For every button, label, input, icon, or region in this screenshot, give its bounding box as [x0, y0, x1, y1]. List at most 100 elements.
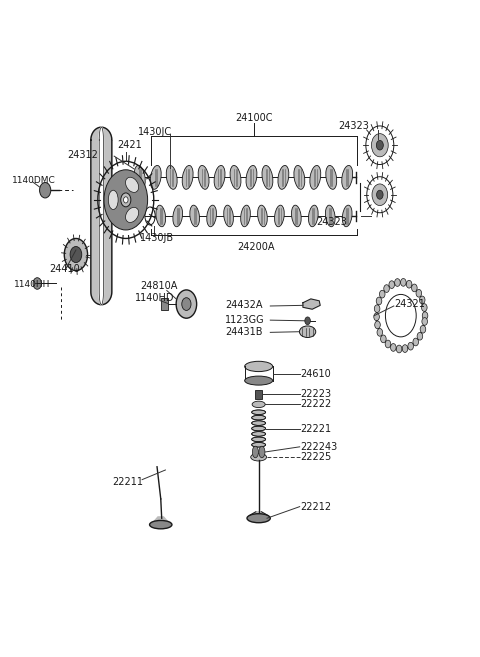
Ellipse shape [245, 376, 273, 385]
Text: 22223: 22223 [300, 389, 332, 399]
Text: 1140HD: 1140HD [135, 293, 175, 304]
Text: 1140DMC: 1140DMC [12, 176, 55, 185]
Circle shape [385, 340, 391, 348]
Text: 24200A: 24200A [238, 242, 275, 252]
Ellipse shape [150, 166, 161, 189]
Ellipse shape [294, 166, 305, 189]
Text: 222243: 222243 [300, 442, 338, 452]
Ellipse shape [262, 166, 273, 189]
Ellipse shape [258, 205, 267, 227]
Circle shape [376, 297, 382, 305]
Circle shape [376, 141, 384, 150]
Circle shape [402, 345, 408, 352]
Ellipse shape [246, 166, 257, 189]
Text: 24431B: 24431B [225, 327, 263, 337]
Circle shape [33, 278, 41, 289]
Ellipse shape [326, 166, 336, 189]
Circle shape [389, 281, 395, 288]
Ellipse shape [309, 205, 318, 227]
Circle shape [422, 312, 428, 319]
Ellipse shape [251, 453, 266, 461]
Text: 1123GG: 1123GG [225, 315, 264, 325]
Text: 22221: 22221 [300, 424, 332, 434]
Ellipse shape [252, 446, 258, 458]
Ellipse shape [240, 205, 251, 227]
Text: 24323: 24323 [316, 217, 347, 227]
Circle shape [417, 332, 423, 340]
Circle shape [70, 246, 82, 263]
Ellipse shape [275, 205, 284, 227]
Bar [255, 390, 263, 399]
Ellipse shape [310, 166, 321, 189]
Circle shape [381, 335, 386, 343]
Circle shape [384, 284, 389, 292]
Ellipse shape [182, 166, 193, 189]
Polygon shape [99, 127, 103, 305]
Circle shape [374, 305, 380, 313]
Circle shape [420, 325, 426, 333]
Polygon shape [252, 409, 265, 447]
Ellipse shape [126, 208, 139, 223]
Ellipse shape [252, 401, 265, 407]
Ellipse shape [108, 191, 118, 210]
Text: 24610: 24610 [300, 369, 331, 378]
Circle shape [377, 191, 383, 199]
Polygon shape [303, 299, 320, 309]
Ellipse shape [207, 205, 216, 227]
Ellipse shape [190, 205, 200, 227]
Ellipse shape [291, 205, 301, 227]
Ellipse shape [342, 205, 352, 227]
Bar [161, 298, 168, 311]
Circle shape [406, 281, 412, 288]
Circle shape [411, 284, 417, 292]
Ellipse shape [156, 205, 166, 227]
Ellipse shape [252, 415, 265, 420]
Ellipse shape [245, 361, 273, 372]
Circle shape [416, 289, 421, 297]
Ellipse shape [259, 446, 265, 458]
Circle shape [372, 133, 388, 157]
Text: 1430JB: 1430JB [140, 233, 174, 244]
Ellipse shape [126, 177, 139, 193]
Circle shape [400, 279, 406, 286]
Ellipse shape [166, 166, 177, 189]
Circle shape [372, 184, 388, 206]
Text: 24810A: 24810A [140, 281, 177, 291]
Text: 1430JC: 1430JC [138, 127, 172, 137]
Circle shape [39, 183, 51, 198]
Text: 22225: 22225 [300, 452, 332, 462]
Text: 22212: 22212 [300, 502, 332, 512]
Circle shape [408, 342, 413, 350]
Ellipse shape [300, 326, 316, 338]
Ellipse shape [325, 205, 335, 227]
Text: 24323: 24323 [338, 121, 369, 131]
Circle shape [395, 279, 400, 286]
Circle shape [123, 197, 128, 203]
Circle shape [420, 296, 425, 304]
Circle shape [182, 298, 191, 310]
Ellipse shape [252, 437, 265, 442]
Circle shape [421, 304, 427, 311]
Circle shape [64, 238, 87, 271]
Text: 24432A: 24432A [225, 300, 263, 309]
Circle shape [413, 338, 419, 346]
Text: 1140HH: 1140HH [14, 281, 50, 289]
Circle shape [380, 290, 385, 298]
Text: 24312: 24312 [68, 150, 98, 160]
Text: 24410: 24410 [49, 263, 80, 274]
Ellipse shape [198, 166, 209, 189]
Circle shape [375, 321, 380, 328]
Polygon shape [91, 127, 112, 305]
Ellipse shape [134, 166, 145, 189]
Text: 22211: 22211 [112, 476, 143, 487]
Circle shape [391, 344, 396, 351]
Ellipse shape [150, 520, 172, 529]
Ellipse shape [173, 205, 182, 227]
Circle shape [396, 345, 402, 353]
Circle shape [104, 170, 148, 230]
Ellipse shape [214, 166, 225, 189]
Polygon shape [152, 517, 169, 524]
Ellipse shape [278, 166, 289, 189]
Circle shape [422, 317, 428, 325]
Text: 22222: 22222 [300, 399, 332, 409]
